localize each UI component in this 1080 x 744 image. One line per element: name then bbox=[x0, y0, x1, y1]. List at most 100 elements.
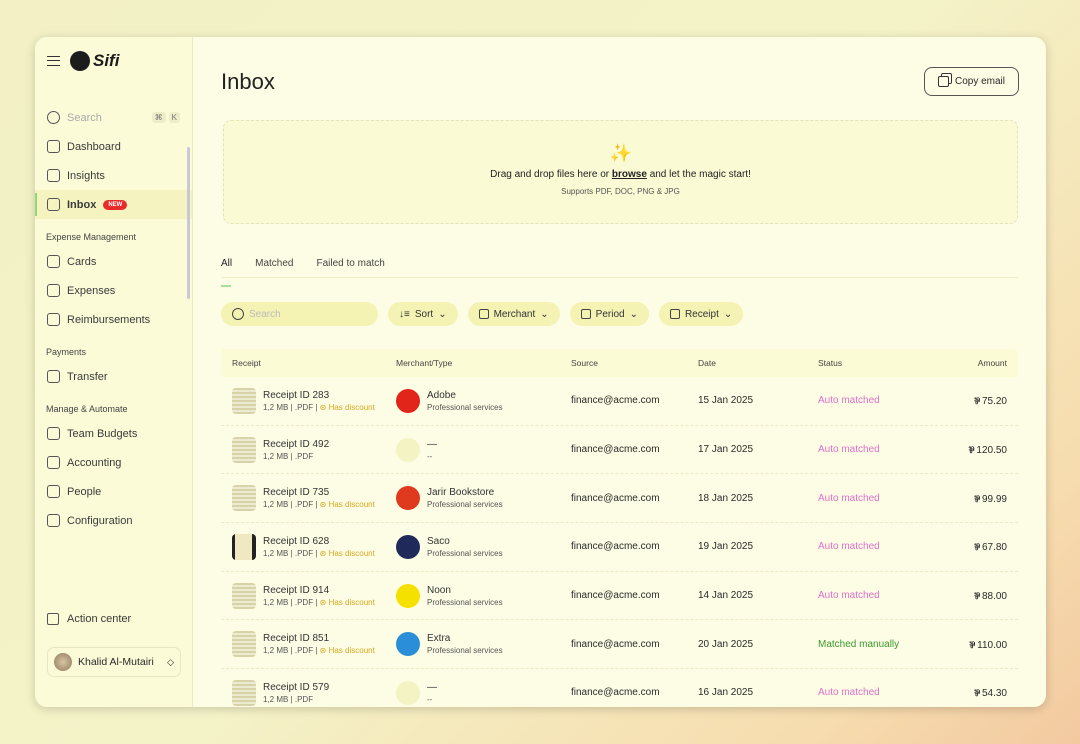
table-header: Receipt Merchant/Type Source Date Status… bbox=[221, 349, 1018, 377]
receipt-thumbnail[interactable] bbox=[232, 387, 256, 414]
transfer-icon bbox=[47, 370, 60, 383]
search-input[interactable]: Search bbox=[221, 302, 378, 326]
merchant-logo bbox=[396, 632, 420, 657]
period-dropdown[interactable]: Period ⌄ bbox=[569, 302, 649, 326]
table-row[interactable]: Receipt ID 283 1,2 MB | .PDF | ⊛ Has disc… bbox=[221, 377, 1018, 426]
source: finance@acme.com bbox=[571, 444, 660, 456]
merchant-type: Professional services bbox=[427, 548, 503, 558]
col-amount[interactable]: Amount bbox=[977, 358, 1007, 368]
cards-icon bbox=[47, 255, 60, 268]
receipt-meta: 1,2 MB | .PDF bbox=[263, 451, 314, 461]
merchant-type: Professional services bbox=[427, 500, 503, 510]
receipt-thumbnail[interactable] bbox=[232, 485, 256, 512]
table-row[interactable]: Receipt ID 914 1,2 MB | .PDF | ⊛ Has disc… bbox=[221, 572, 1018, 621]
sidebar-item-cards[interactable]: Cards bbox=[35, 247, 192, 276]
section-heading: Expense Management bbox=[46, 232, 137, 242]
app-window: Sifi Search ⌘ K Dashboard Insights Inbox NEW E… bbox=[35, 37, 1046, 707]
accounting-icon bbox=[47, 456, 60, 469]
sidebar-item-reimbursements[interactable]: Reimbursements bbox=[35, 305, 192, 334]
sidebar-item-inbox[interactable]: Inbox NEW bbox=[35, 190, 192, 219]
sidebar-item-accounting[interactable]: Accounting bbox=[35, 448, 192, 477]
tab-all[interactable]: All bbox=[221, 258, 232, 287]
sidebar-item-transfer[interactable]: Transfer bbox=[35, 362, 192, 391]
saudi-riyal-icon: ⅌ bbox=[974, 542, 980, 553]
source: finance@acme.com bbox=[571, 590, 660, 602]
brand-logo: Sifi bbox=[70, 51, 119, 71]
tabs: All Matched Failed to match bbox=[221, 258, 1018, 287]
table-row[interactable]: Receipt ID 851 1,2 MB | .PDF | ⊛ Has disc… bbox=[221, 620, 1018, 670]
merchant-type: -- bbox=[427, 451, 433, 461]
receipt-thumbnail[interactable] bbox=[232, 533, 256, 560]
table-row[interactable]: Receipt ID 579 1,2 MB | .PDF — -- finance@… bbox=[221, 669, 1018, 707]
inbox-icon bbox=[47, 198, 60, 211]
receipt-dropdown[interactable]: Receipt ⌄ bbox=[658, 302, 744, 326]
sidebar-search[interactable]: Search ⌘ K bbox=[35, 103, 192, 132]
sidebar-item-expenses[interactable]: Expenses bbox=[35, 276, 192, 305]
expenses-icon bbox=[47, 284, 60, 297]
table-row[interactable]: Receipt ID 628 1,2 MB | .PDF | ⊛ Has disc… bbox=[221, 523, 1018, 572]
sidebar-scrollbar[interactable] bbox=[187, 147, 190, 299]
merchant-name: Adobe bbox=[427, 389, 456, 401]
merchant-logo bbox=[396, 680, 420, 705]
sidebar-item-configuration[interactable]: Configuration bbox=[35, 506, 192, 535]
discount-tag: ⊛ Has discount bbox=[319, 402, 375, 412]
receipt-id: Receipt ID 851 bbox=[263, 633, 330, 645]
menu-icon[interactable] bbox=[47, 56, 60, 66]
receipt-meta: 1,2 MB | .PDF bbox=[263, 646, 314, 656]
col-date[interactable]: Date bbox=[698, 358, 716, 368]
table-row[interactable]: Receipt ID 735 1,2 MB | .PDF | ⊛ Has disc… bbox=[221, 474, 1018, 524]
saudi-riyal-icon: ⅌ bbox=[974, 591, 980, 602]
date: 15 Jan 2025 bbox=[698, 395, 754, 407]
table-row[interactable]: Receipt ID 492 1,2 MB | .PDF — -- finance@… bbox=[221, 426, 1018, 475]
receipt-meta: 1,2 MB | .PDF bbox=[263, 694, 314, 704]
store-icon bbox=[478, 309, 489, 319]
merchant-name: Extra bbox=[427, 633, 451, 645]
sidebar-item-people[interactable]: People bbox=[35, 477, 192, 506]
section-heading: Payments bbox=[46, 347, 87, 357]
sidebar-item-insights[interactable]: Insights bbox=[35, 161, 192, 190]
action-center[interactable]: Action center bbox=[47, 613, 131, 625]
receipt-id: Receipt ID 283 bbox=[263, 389, 330, 401]
receipt-thumbnail[interactable] bbox=[232, 679, 256, 706]
col-merchant[interactable]: Merchant/Type bbox=[396, 358, 453, 368]
merchant-dropdown[interactable]: Merchant ⌄ bbox=[467, 302, 560, 326]
merchant-name: Jarir Bookstore bbox=[427, 487, 495, 499]
receipt-thumbnail[interactable] bbox=[232, 436, 256, 463]
merchant-name: — bbox=[427, 438, 437, 450]
sidebar-item-team-budgets[interactable]: Team Budgets bbox=[35, 419, 192, 448]
chevron-down-icon: ⌄ bbox=[723, 308, 733, 320]
receipt-id: Receipt ID 628 bbox=[263, 535, 330, 547]
col-source[interactable]: Source bbox=[571, 358, 598, 368]
sort-dropdown[interactable]: ↓≡ Sort ⌄ bbox=[388, 302, 458, 326]
sidebar-nav: Search ⌘ K Dashboard Insights Inbox NEW Expens… bbox=[35, 103, 192, 535]
receipt-thumbnail[interactable] bbox=[232, 631, 256, 658]
section-heading: Manage & Automate bbox=[46, 404, 128, 414]
date: 18 Jan 2025 bbox=[698, 492, 754, 504]
tab-failed[interactable]: Failed to match bbox=[316, 258, 385, 269]
merchant-logo bbox=[396, 534, 420, 559]
merchant-name: Noon bbox=[427, 584, 451, 596]
receipts-table: Receipt Merchant/Type Source Date Status… bbox=[221, 349, 1018, 707]
amount: 54.30 bbox=[981, 688, 1007, 700]
sidebar-item-dashboard[interactable]: Dashboard bbox=[35, 132, 192, 161]
merchant-type: Professional services bbox=[427, 597, 503, 607]
status-badge: Matched manually bbox=[818, 638, 900, 650]
file-dropzone[interactable]: ✨ Drag and drop files here or browse and… bbox=[223, 120, 1018, 224]
date: 16 Jan 2025 bbox=[698, 687, 754, 699]
col-status[interactable]: Status bbox=[818, 358, 843, 368]
browse-link[interactable]: browse bbox=[611, 169, 647, 180]
merchant-logo bbox=[396, 486, 420, 511]
tab-matched[interactable]: Matched bbox=[255, 258, 294, 269]
receipt-icon bbox=[669, 309, 680, 319]
new-badge: NEW bbox=[103, 199, 128, 210]
date: 19 Jan 2025 bbox=[698, 541, 754, 553]
receipt-thumbnail[interactable] bbox=[232, 582, 256, 609]
col-receipt[interactable]: Receipt bbox=[232, 358, 261, 368]
user-switcher[interactable]: Khalid Al-Mutairi ◇ bbox=[47, 647, 181, 677]
date: 20 Jan 2025 bbox=[698, 638, 754, 650]
team-budgets-icon bbox=[47, 427, 60, 440]
saudi-riyal-icon: ⅌ bbox=[974, 493, 980, 504]
chevron-down-icon: ⌄ bbox=[629, 308, 638, 320]
receipt-id: Receipt ID 914 bbox=[263, 584, 330, 596]
copy-email-button[interactable]: Copy email bbox=[924, 67, 1019, 96]
